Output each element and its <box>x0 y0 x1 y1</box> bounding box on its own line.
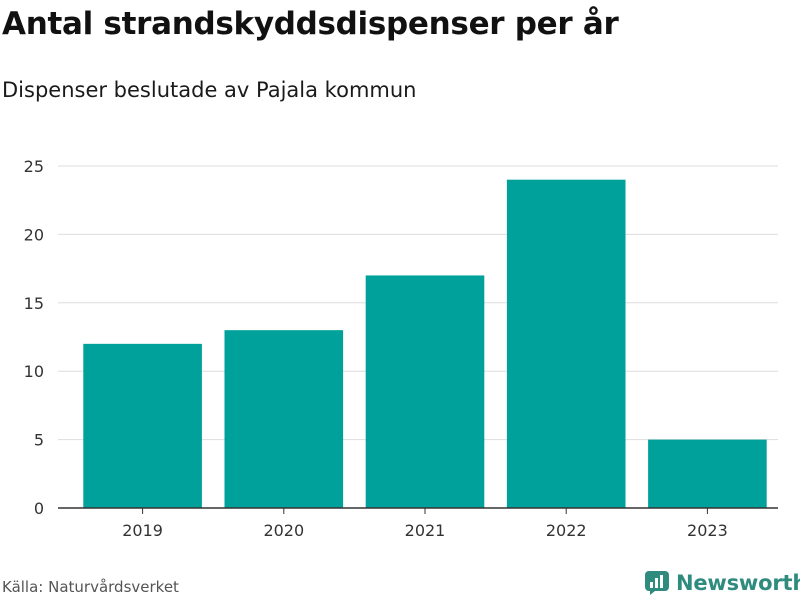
y-tick-label: 20 <box>24 225 44 244</box>
chart-title: Antal strandskyddsdispenser per år <box>2 6 619 42</box>
y-tick-label: 25 <box>24 157 44 176</box>
bar-2023 <box>648 439 767 508</box>
brand-logo: Newsworthy <box>644 570 800 596</box>
x-tick-label: 2020 <box>263 521 304 540</box>
bar-2020 <box>224 330 344 508</box>
x-tick-label: 2022 <box>546 521 587 540</box>
bar-2021 <box>365 275 485 508</box>
bar-2022 <box>506 179 626 508</box>
newsworthy-logo-icon <box>645 571 669 595</box>
x-tick-label: 2019 <box>122 521 163 540</box>
y-tick-label: 5 <box>34 431 44 450</box>
chart-subtitle: Dispenser beslutade av Pajala kommun <box>2 78 417 102</box>
y-tick-label: 15 <box>24 294 44 313</box>
y-tick-label: 0 <box>34 499 44 518</box>
x-tick-label: 2023 <box>687 521 728 540</box>
source-note: Källa: Naturvårdsverket <box>2 578 179 596</box>
brand-name: Newsworthy <box>676 571 800 595</box>
y-tick-label: 10 <box>24 362 44 381</box>
bar-2019 <box>83 343 202 508</box>
x-tick-label: 2021 <box>405 521 446 540</box>
